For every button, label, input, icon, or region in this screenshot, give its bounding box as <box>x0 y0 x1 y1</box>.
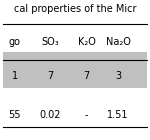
Text: Na₂O: Na₂O <box>106 37 130 47</box>
Text: 7: 7 <box>47 71 54 81</box>
Text: go: go <box>9 37 21 47</box>
Text: 1: 1 <box>12 71 18 81</box>
Text: SO₃: SO₃ <box>42 37 59 47</box>
Text: cal properties of the Micr: cal properties of the Micr <box>14 4 136 14</box>
Text: 1.51: 1.51 <box>107 110 129 120</box>
Text: K₂O: K₂O <box>78 37 95 47</box>
Bar <box>3 91 147 127</box>
Text: 0.02: 0.02 <box>40 110 61 120</box>
Text: -: - <box>85 110 88 120</box>
Text: 3: 3 <box>115 71 121 81</box>
Bar <box>3 52 147 88</box>
Text: 55: 55 <box>8 110 21 120</box>
Text: 7: 7 <box>83 71 90 81</box>
